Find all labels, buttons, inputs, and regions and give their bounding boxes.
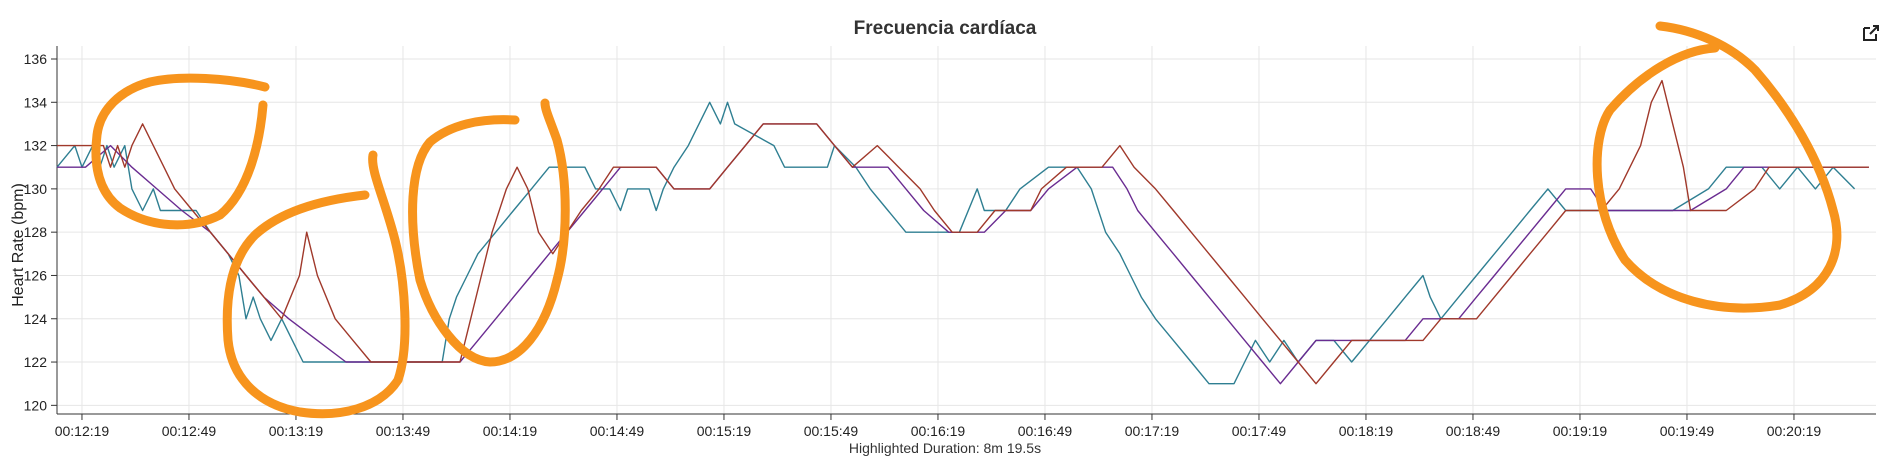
chart-title: Frecuencia cardíaca	[853, 18, 1037, 39]
x-tick-label: 00:15:49	[804, 423, 859, 439]
expand-external-icon	[1863, 25, 1879, 41]
x-tick-label: 00:15:19	[697, 423, 752, 439]
y-tick-label: 120	[24, 397, 48, 413]
annotation-circle	[222, 150, 410, 419]
highlighted-duration: Highlighted Duration: 8m 19.5s	[848, 440, 1042, 456]
x-tick-label: 00:13:49	[376, 423, 431, 439]
y-tick-label: 132	[24, 138, 48, 154]
y-tick-label: 128	[24, 224, 48, 240]
y-tick-label: 136	[24, 51, 48, 67]
annotation-circle	[1592, 21, 1842, 313]
series-line-3	[57, 79, 1869, 385]
annotation-circles	[91, 21, 1842, 419]
y-tick-label: 124	[24, 311, 48, 327]
x-tick-label: 00:14:19	[483, 423, 538, 439]
series-line-1	[56, 101, 1856, 385]
x-tick-label: 00:12:49	[162, 423, 217, 439]
series-line-2	[57, 123, 1869, 385]
x-tick-label: 00:18:19	[1339, 423, 1394, 439]
x-tick-labels: 00:12:19 00:12:49 00:13:19 00:13:49 00:14:19…	[55, 423, 1822, 439]
x-tick-label: 00:19:19	[1553, 423, 1608, 439]
y-tick-label: 126	[24, 267, 48, 283]
x-tick-label: 00:17:49	[1232, 423, 1287, 439]
x-tick-label: 00:12:19	[55, 423, 110, 439]
x-tick-label: 00:16:19	[911, 423, 966, 439]
grid	[57, 46, 1876, 414]
x-tick-label: 00:13:19	[269, 423, 324, 439]
y-tick-label: 122	[24, 354, 48, 370]
x-tick-label: 00:16:49	[1018, 423, 1073, 439]
x-tick-label: 00:18:49	[1446, 423, 1501, 439]
axes	[51, 46, 1876, 420]
x-tick-label: 00:14:49	[590, 423, 645, 439]
y-axis-title: Heart Rate (bpm)	[10, 183, 27, 307]
annotation-circle	[91, 73, 270, 230]
y-tick-labels: 120 122 124 126 128 130 132 134 136	[24, 51, 48, 413]
annotation-circle	[408, 98, 570, 367]
x-tick-label: 00:17:19	[1125, 423, 1180, 439]
y-tick-label: 134	[24, 94, 48, 110]
series-lines	[56, 79, 1869, 385]
x-tick-label: 00:19:49	[1660, 423, 1715, 439]
x-tick-label: 00:20:19	[1767, 423, 1822, 439]
expand-button[interactable]	[1862, 24, 1880, 42]
y-tick-label: 130	[24, 181, 48, 197]
